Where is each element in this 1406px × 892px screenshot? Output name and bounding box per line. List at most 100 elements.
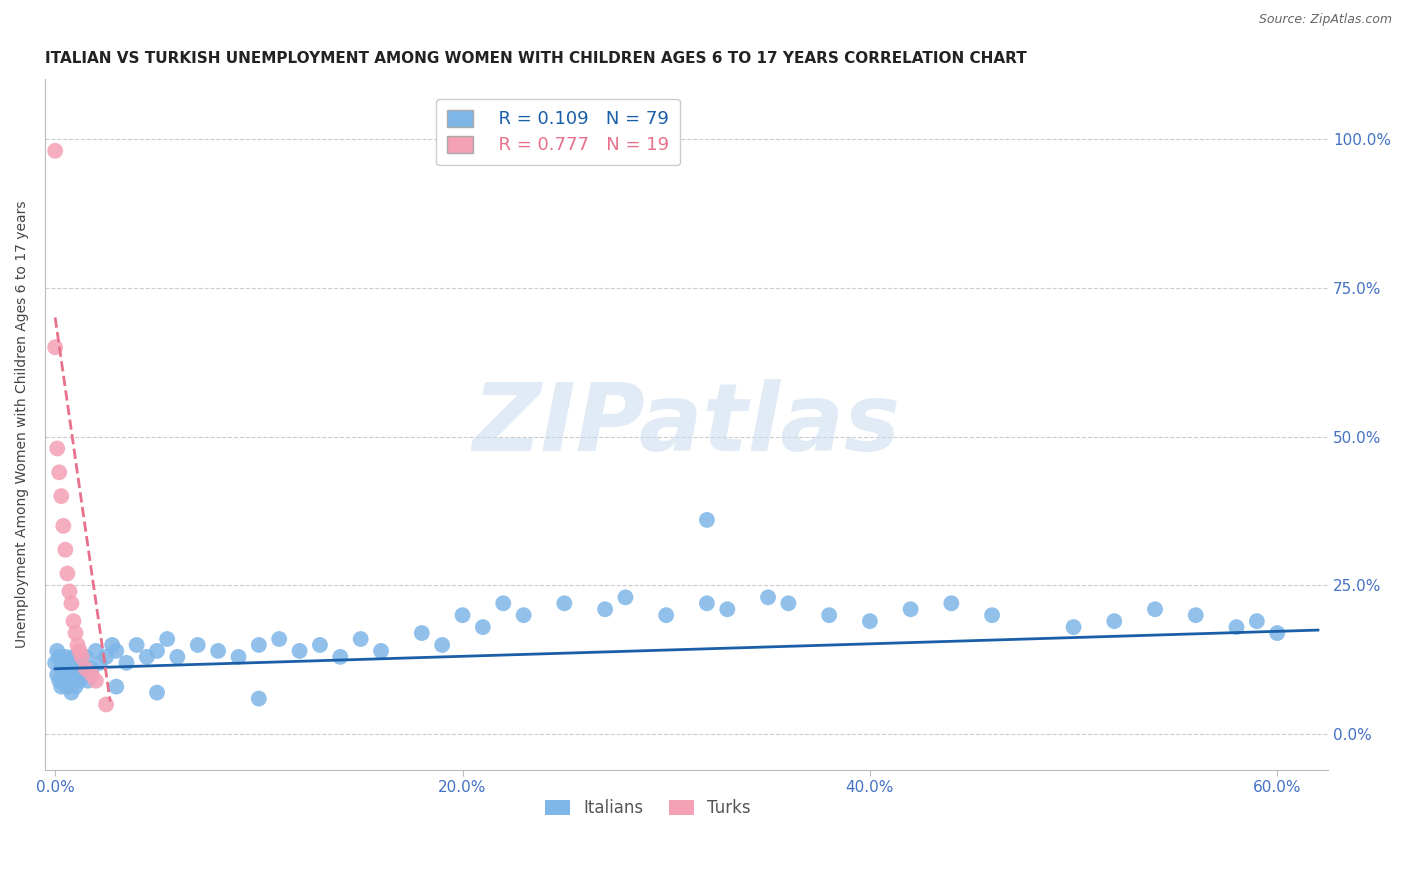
Point [48, 649, 70, 664]
Point [135, 649, 157, 664]
Point [125, 638, 148, 652]
Point [941, 596, 963, 610]
Point [1143, 602, 1166, 616]
Point [44, 656, 66, 670]
Point [696, 513, 718, 527]
Point [56, 662, 79, 676]
Point [75, 649, 97, 664]
Point [778, 596, 800, 610]
Point [512, 608, 534, 623]
Point [56, 680, 79, 694]
Point [1225, 620, 1247, 634]
Point [696, 596, 718, 610]
Point [207, 644, 229, 658]
Point [146, 685, 169, 699]
Point [593, 602, 616, 616]
Point [75, 662, 97, 676]
Point [146, 644, 169, 658]
Point [53, 649, 76, 664]
Point [756, 591, 779, 605]
Point [46, 667, 69, 681]
Point [84, 644, 107, 658]
Point [370, 644, 392, 658]
Point [981, 608, 1004, 623]
Point [84, 673, 107, 688]
Point [62, 614, 84, 628]
Point [46, 644, 69, 658]
Point [288, 644, 311, 658]
Point [900, 602, 922, 616]
Point [70, 649, 93, 664]
Point [859, 614, 882, 628]
Point [51, 662, 73, 676]
Point [69, 673, 91, 688]
Text: Source: ZipAtlas.com: Source: ZipAtlas.com [1258, 13, 1392, 27]
Point [62, 662, 84, 676]
Point [70, 662, 93, 676]
Point [187, 638, 209, 652]
Point [269, 632, 291, 646]
Point [76, 673, 98, 688]
Point [818, 608, 841, 623]
Point [309, 638, 332, 652]
Point [1104, 614, 1126, 628]
Point [329, 649, 352, 664]
Legend: Italians, Turks: Italians, Turks [538, 792, 758, 824]
Point [228, 649, 250, 664]
Point [52, 667, 75, 681]
Point [101, 638, 124, 652]
Point [89, 656, 111, 670]
Point [350, 632, 373, 646]
Point [58, 584, 80, 599]
Point [58, 673, 80, 688]
Point [247, 638, 270, 652]
Point [94, 698, 117, 712]
Point [46, 442, 69, 456]
Point [66, 638, 89, 652]
Point [52, 656, 75, 670]
Point [553, 596, 575, 610]
Point [451, 608, 474, 623]
Point [53, 542, 76, 557]
Point [430, 638, 453, 652]
Point [115, 656, 138, 670]
Text: ITALIAN VS TURKISH UNEMPLOYMENT AMONG WOMEN WITH CHILDREN AGES 6 TO 17 YEARS COR: ITALIAN VS TURKISH UNEMPLOYMENT AMONG WO… [45, 51, 1026, 66]
Text: ZIPatlas: ZIPatlas [472, 379, 901, 471]
Point [60, 656, 83, 670]
Point [69, 644, 91, 658]
Point [94, 649, 117, 664]
Point [51, 489, 73, 503]
Point [66, 656, 89, 670]
Point [105, 644, 128, 658]
Point [44, 144, 66, 158]
Point [44, 340, 66, 354]
Point [56, 566, 79, 581]
Point [1265, 626, 1288, 640]
Point [48, 673, 70, 688]
Point [80, 662, 103, 676]
Point [65, 680, 87, 694]
Point [156, 632, 179, 646]
Point [65, 626, 87, 640]
Point [60, 685, 83, 699]
Point [52, 519, 75, 533]
Point [65, 667, 87, 681]
Point [411, 626, 433, 640]
Point [1063, 620, 1085, 634]
Point [614, 591, 637, 605]
Point [471, 620, 494, 634]
Point [80, 667, 103, 681]
Point [58, 667, 80, 681]
Point [166, 649, 188, 664]
Point [716, 602, 738, 616]
Y-axis label: Unemployment Among Women with Children Ages 6 to 17 years: Unemployment Among Women with Children A… [15, 201, 30, 648]
Point [1184, 608, 1206, 623]
Point [492, 596, 515, 610]
Point [655, 608, 678, 623]
Point [247, 691, 270, 706]
Point [48, 465, 70, 479]
Point [51, 680, 73, 694]
Point [53, 673, 76, 688]
Point [62, 649, 84, 664]
Point [1246, 614, 1268, 628]
